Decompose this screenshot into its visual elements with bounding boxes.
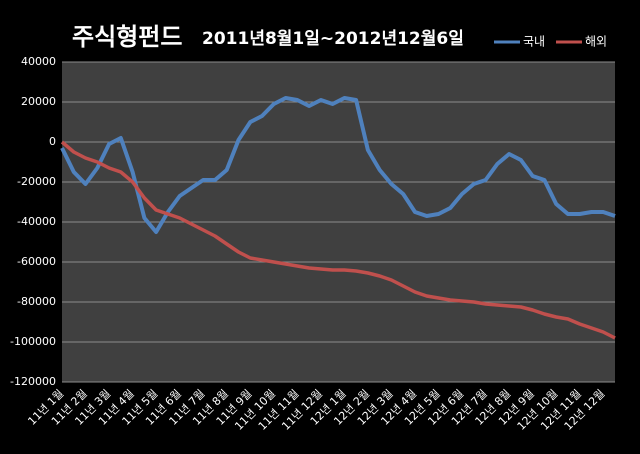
legend-label: 국내 [523, 35, 545, 49]
chart-title: 주식형펀드 [72, 23, 182, 51]
series-line [60, 96, 616, 234]
y-tick-label: -120000 [10, 375, 56, 388]
y-tick-label: 0 [49, 135, 56, 148]
y-tick-label: 40000 [21, 55, 56, 68]
legend-label: 해외 [585, 35, 607, 49]
y-tick-label: -80000 [17, 295, 56, 308]
y-tick-label: -100000 [10, 335, 56, 348]
y-tick-label: -40000 [17, 215, 56, 228]
y-tick-label: 20000 [21, 95, 56, 108]
y-tick-label: -20000 [17, 175, 56, 188]
series-line [60, 140, 616, 340]
y-tick-label: -60000 [17, 255, 56, 268]
chart-subtitle: 2011년8월1일~2012년12월6일 [202, 29, 464, 49]
